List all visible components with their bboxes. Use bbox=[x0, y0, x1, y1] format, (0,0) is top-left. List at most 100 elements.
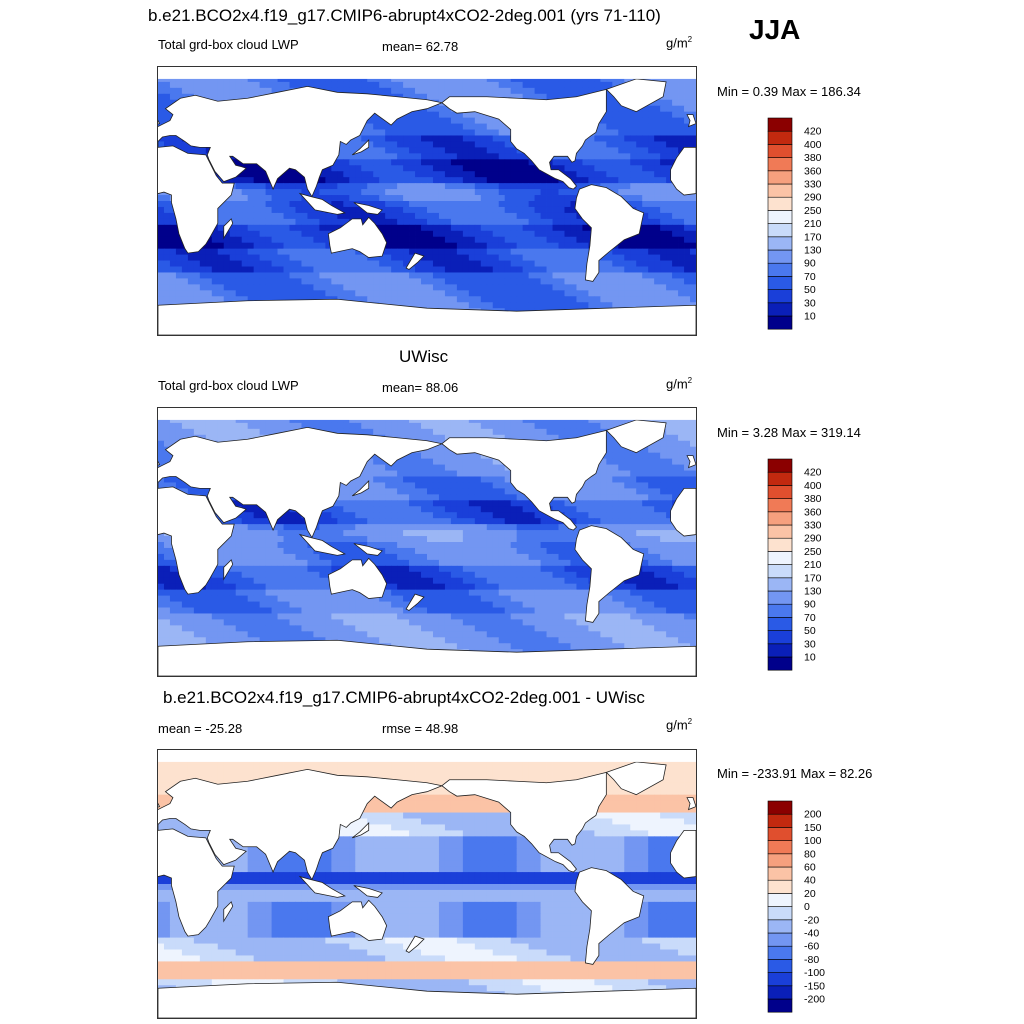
colorbar-swatch bbox=[767, 289, 793, 304]
colorbar-swatch bbox=[767, 302, 793, 317]
colorbar-swatch bbox=[767, 511, 793, 526]
colorbar-tick-label: 380 bbox=[804, 493, 822, 505]
panel3-mean-label: mean = -25.28 bbox=[158, 721, 243, 736]
colorbar-swatch bbox=[767, 906, 793, 921]
panel3-rmse-label: rmse = 48.98 bbox=[382, 721, 459, 736]
panel3-minmax-label: Min = -233.91 Max = 82.26 bbox=[717, 766, 873, 781]
colorbar-tick-label: 400 bbox=[804, 139, 822, 151]
colorbar-swatch bbox=[767, 932, 793, 947]
colorbar-tick-label: 360 bbox=[804, 165, 822, 177]
panel2-units-label: g/m2 bbox=[666, 376, 693, 392]
colorbar-swatch bbox=[767, 130, 793, 145]
colorbar-swatch bbox=[767, 485, 793, 499]
colorbar-swatch bbox=[767, 236, 793, 251]
colorbar-tick-label: 290 bbox=[804, 192, 822, 204]
colorbar-tick-label: -80 bbox=[804, 954, 819, 966]
landmass bbox=[158, 828, 235, 937]
colorbar-swatch bbox=[767, 249, 793, 264]
landmass bbox=[158, 460, 161, 466]
landmass bbox=[441, 429, 607, 531]
colorbar-tick-label: 30 bbox=[804, 638, 816, 650]
colorbar-tick-label: 80 bbox=[804, 848, 816, 860]
landmass bbox=[327, 216, 388, 258]
colorbar-tick-label: 50 bbox=[804, 284, 816, 296]
colorbar-swatch bbox=[767, 985, 793, 1000]
colorbar-swatch bbox=[767, 630, 793, 645]
colorbar-swatch bbox=[767, 853, 793, 868]
colorbar-swatch bbox=[767, 643, 793, 658]
panel1-map bbox=[157, 66, 697, 336]
colorbar-swatch bbox=[767, 577, 793, 592]
colorbar-tick-label: -150 bbox=[804, 980, 825, 992]
colorbar-tick-label: 170 bbox=[804, 572, 822, 584]
colorbar-tick-label: 170 bbox=[804, 231, 822, 243]
panel2-minmax-label: Min = 3.28 Max = 319.14 bbox=[717, 425, 861, 440]
landmass bbox=[353, 543, 383, 556]
colorbar-swatch bbox=[767, 524, 793, 539]
landmass bbox=[298, 533, 346, 556]
colorbar-swatch bbox=[767, 866, 793, 881]
landmass bbox=[158, 639, 696, 676]
landmass bbox=[686, 455, 696, 469]
colorbar-swatch bbox=[767, 471, 793, 486]
no-data-region bbox=[158, 408, 696, 420]
landmass bbox=[574, 184, 645, 282]
colorbar-swatch bbox=[767, 210, 793, 224]
colorbar-tick-label: 20 bbox=[804, 888, 816, 900]
landmass bbox=[158, 426, 444, 539]
panel3-map bbox=[157, 749, 697, 1019]
colorbar-tick-label: 70 bbox=[804, 271, 816, 283]
colorbar-tick-label: 0 bbox=[804, 901, 810, 913]
colorbar-tick-label: 130 bbox=[804, 586, 822, 598]
colorbar-swatch bbox=[767, 813, 793, 828]
landmass bbox=[327, 899, 388, 941]
colorbar-tick-label: 90 bbox=[804, 599, 816, 611]
colorbar-tick-label: 420 bbox=[804, 126, 822, 138]
panel2-mean-label: mean= 88.06 bbox=[382, 380, 459, 395]
colorbar-tick-label: 100 bbox=[804, 835, 822, 847]
colorbar-swatch bbox=[767, 840, 793, 855]
landmass bbox=[298, 192, 346, 215]
colorbar-tick-label: 30 bbox=[804, 297, 816, 309]
colorbar-swatch bbox=[767, 919, 793, 934]
landmass bbox=[158, 85, 444, 198]
colorbar-tick-label: -60 bbox=[804, 941, 819, 953]
colorbar-tick-label: -100 bbox=[804, 967, 825, 979]
colorbar-swatch bbox=[767, 276, 793, 290]
colorbar-swatch bbox=[767, 879, 793, 894]
landmass bbox=[352, 138, 370, 156]
landmass bbox=[670, 147, 696, 196]
landmass bbox=[158, 768, 444, 881]
colorbar-tick-label: -200 bbox=[804, 994, 825, 1006]
panel3-colorbar: -200 -150 -100 -80 -60 -40 -20 0 20 40 60 80 100 150 2… bbox=[766, 799, 856, 1019]
panel1-minmax-label: Min = 0.39 Max = 186.34 bbox=[717, 84, 861, 99]
colorbar-swatch bbox=[767, 315, 793, 330]
colorbar-tick-label: 250 bbox=[804, 546, 822, 558]
landmass bbox=[223, 218, 234, 240]
colorbar-swatch bbox=[767, 590, 793, 605]
landmass bbox=[352, 821, 370, 839]
colorbar-tick-label: 70 bbox=[804, 612, 816, 624]
colorbar-swatch bbox=[767, 945, 793, 960]
panel3-title: b.e21.BCO2x4.f19_g17.CMIP6-abrupt4xCO2-2… bbox=[163, 688, 645, 707]
landmass bbox=[441, 88, 607, 190]
panel1-units-label: g/m2 bbox=[666, 35, 693, 51]
landmass bbox=[158, 486, 235, 595]
colorbar-swatch bbox=[767, 617, 793, 631]
colorbar-tick-label: 420 bbox=[804, 467, 822, 479]
colorbar-tick-label: 10 bbox=[804, 311, 816, 323]
colorbar-tick-label: 10 bbox=[804, 652, 816, 664]
no-data-region bbox=[158, 67, 696, 79]
colorbar-tick-label: 40 bbox=[804, 875, 816, 887]
colorbar-swatch bbox=[767, 551, 793, 565]
landmass bbox=[353, 885, 383, 898]
landmass bbox=[574, 525, 645, 623]
colorbar-tick-label: 200 bbox=[804, 809, 822, 821]
landmass bbox=[405, 935, 425, 953]
panel2-title: UWisc bbox=[399, 347, 449, 366]
colorbar-tick-label: -20 bbox=[804, 914, 819, 926]
landmass bbox=[605, 761, 667, 796]
colorbar-swatch bbox=[767, 170, 793, 185]
landmass bbox=[670, 830, 696, 879]
colorbar-swatch bbox=[767, 196, 793, 211]
